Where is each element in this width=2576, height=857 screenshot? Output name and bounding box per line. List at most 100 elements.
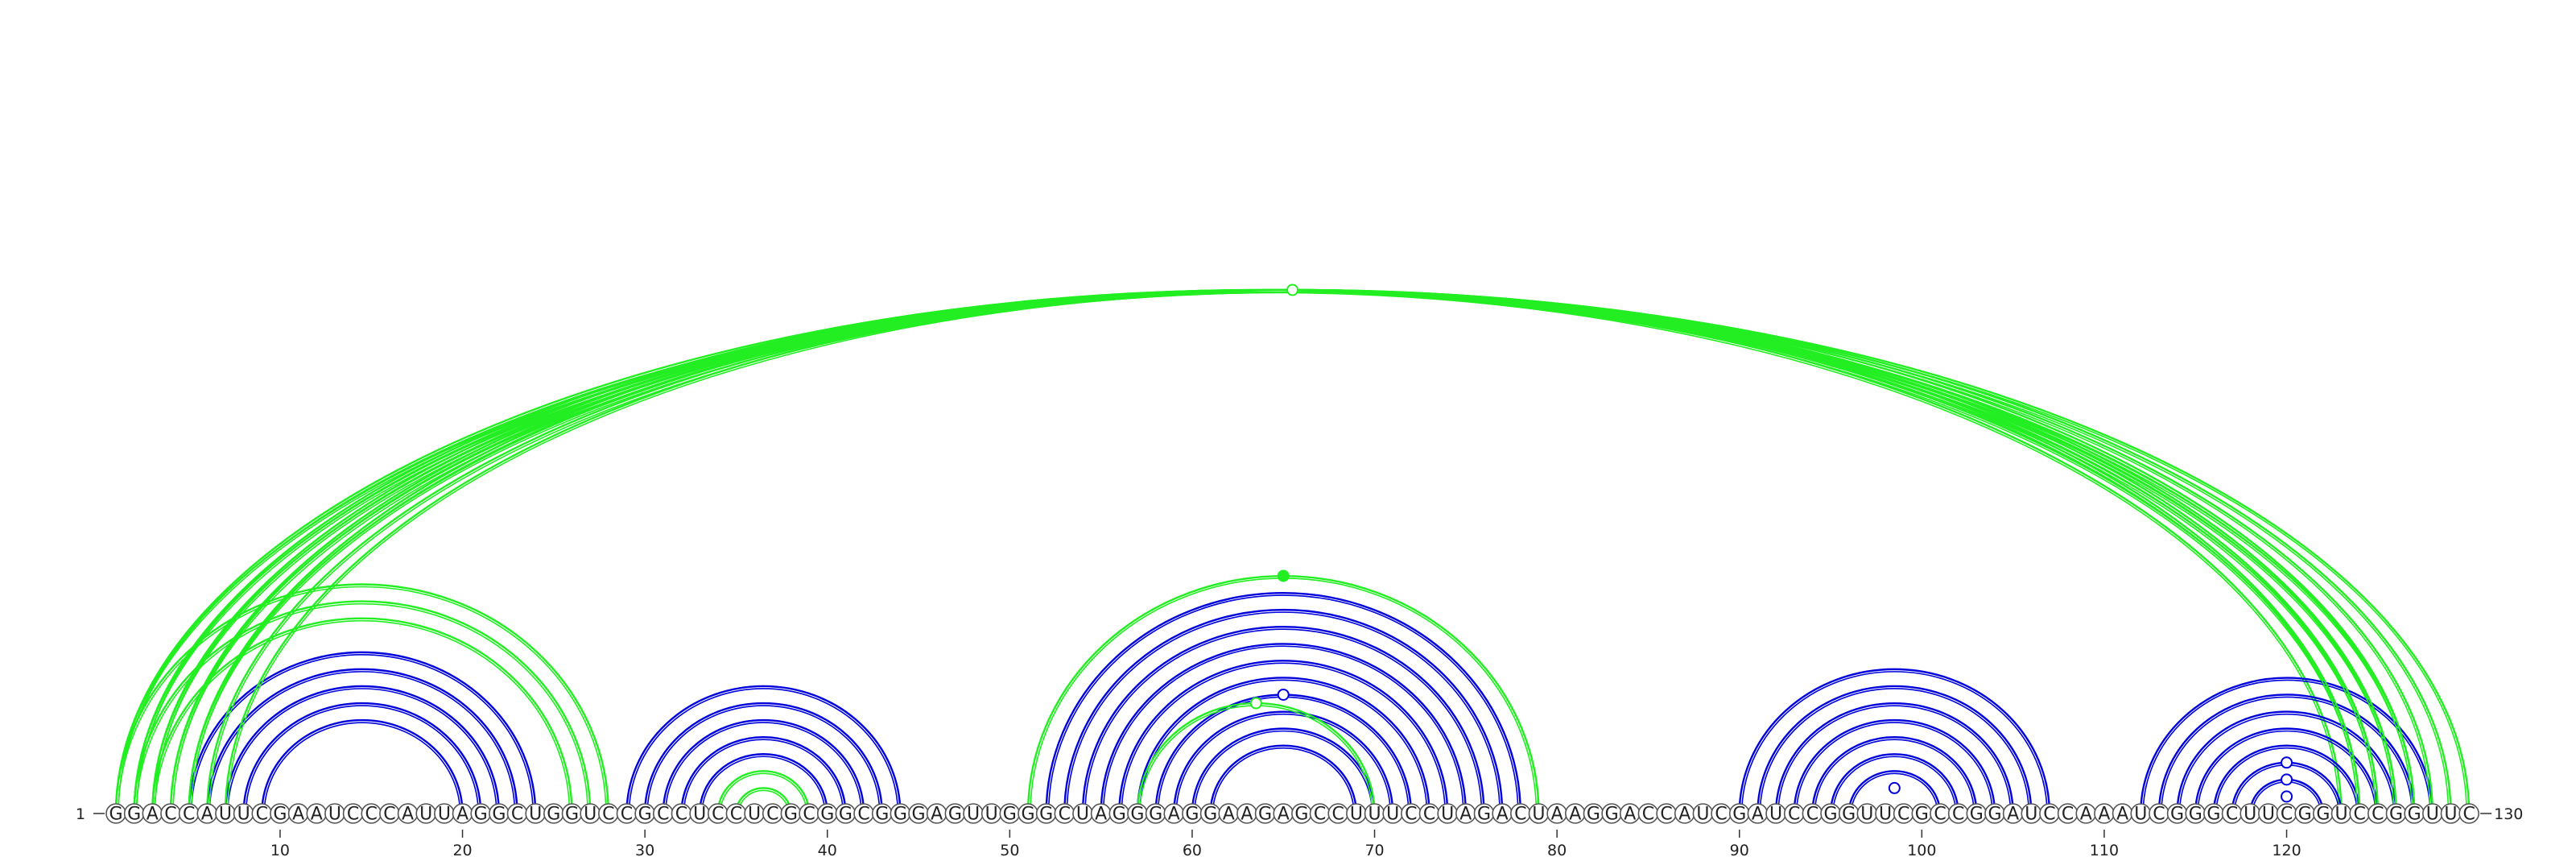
- arc-2-129-inner: [135, 292, 2450, 814]
- tick-label-10: 10: [270, 842, 290, 857]
- arc-2-126: [133, 288, 2397, 814]
- nucleotide-87: A: [1678, 805, 1690, 825]
- nucleotide-106: U: [2025, 805, 2037, 825]
- tick-label-50: 50: [1000, 842, 1019, 857]
- nucleotide-113: C: [2153, 805, 2165, 825]
- arc-56-74: [1118, 660, 1449, 814]
- arc-112-128: [2140, 677, 2434, 814]
- nucleotide-22: G: [492, 805, 506, 825]
- arc-54-76-inner: [1084, 628, 1483, 814]
- arc-4-127: [169, 288, 2416, 814]
- arc-54-76: [1081, 625, 1485, 814]
- arc-55-75: [1100, 643, 1468, 814]
- nucleotide-104: G: [1988, 805, 2001, 825]
- arc-marker-117-123: [2281, 756, 2293, 769]
- nucleotide-79: U: [1532, 805, 1545, 825]
- nucleotide-85: C: [1642, 805, 1654, 825]
- nucleotide-91: A: [1752, 805, 1764, 825]
- nucleotide-90: G: [1732, 805, 1746, 825]
- nucleotide-7: U: [219, 805, 232, 825]
- nucleotide-46: A: [931, 805, 943, 825]
- arc-3-125: [151, 288, 2380, 814]
- end-label: 130: [2494, 805, 2523, 823]
- nucleotide-88: U: [1696, 805, 1709, 825]
- nucleotide-97: U: [1860, 805, 1873, 825]
- arc-59-71-inner: [1175, 713, 1391, 814]
- nucleotide-37: C: [766, 805, 778, 825]
- arc-3-128-inner: [154, 292, 2431, 814]
- nucleotide-102: C: [1952, 805, 1964, 825]
- nucleotide-6: A: [201, 805, 213, 825]
- nucleotide-38: G: [784, 805, 798, 825]
- nucleotide-60: G: [1185, 805, 1199, 825]
- arc-1-28: [114, 583, 610, 814]
- nucleotide-62: A: [1223, 805, 1235, 825]
- nucleotide-44: G: [894, 805, 907, 825]
- arc-31-42: [662, 718, 865, 814]
- arc-5-24-inner: [190, 654, 534, 814]
- nucleotide-31: C: [657, 805, 669, 825]
- arc-2-27-inner: [135, 602, 588, 814]
- nucleotide-32: C: [675, 805, 687, 825]
- arc-116-124-inner: [2215, 747, 2358, 814]
- arc-6-23-inner: [208, 671, 516, 814]
- arc-52-78-inner: [1047, 594, 1519, 814]
- arc-7-124: [224, 288, 2361, 814]
- nucleotide-111: A: [2116, 805, 2128, 825]
- nucleotide-66: G: [1294, 805, 1308, 825]
- nucleotide-8: U: [237, 805, 250, 825]
- arc-92-105: [1774, 702, 2014, 814]
- arc-33-40-inner: [701, 756, 826, 814]
- nucleotide-108: C: [2062, 805, 2074, 825]
- nucleotide-98: U: [1879, 805, 1892, 825]
- nucleotide-43: G: [875, 805, 889, 825]
- nucleotide-96: G: [1842, 805, 1856, 825]
- arc-116-124: [2212, 744, 2361, 814]
- nucleotide-57: G: [1130, 805, 1144, 825]
- arc-115-125-inner: [2197, 730, 2376, 814]
- arc-53-77: [1063, 608, 1504, 814]
- arc-114-126: [2176, 710, 2397, 814]
- arc-93-104-inner: [1795, 722, 1993, 814]
- arc-1-127: [114, 288, 2416, 814]
- arc-59-71: [1173, 710, 1394, 814]
- nucleotide-12: A: [311, 805, 323, 825]
- nucleotide-28: C: [602, 805, 614, 825]
- nucleotide-105: A: [2007, 805, 2019, 825]
- arc-90-107: [1738, 668, 2051, 814]
- nucleotide-128: U: [2426, 805, 2439, 825]
- arc-2-27: [133, 600, 592, 814]
- arc-9-20: [261, 718, 464, 814]
- arc-35-38: [735, 787, 792, 814]
- tick-label-120: 120: [2272, 842, 2301, 857]
- nucleotide-40: G: [820, 805, 834, 825]
- nucleotide-130-circle: [2458, 803, 2479, 824]
- nucleotide-17: A: [402, 805, 414, 825]
- nucleotide-47: G: [948, 805, 962, 825]
- arc-95-102: [1829, 753, 1959, 814]
- arc-52-78: [1045, 591, 1522, 814]
- arc-91-106: [1757, 685, 2033, 814]
- arc-layer: [114, 288, 2471, 814]
- nucleotide-69: U: [1350, 805, 1363, 825]
- tick-label-30: 30: [635, 842, 654, 857]
- nucleotide-112: U: [2134, 805, 2147, 825]
- arc-112-128-inner: [2142, 679, 2431, 814]
- arc-3-125-inner: [154, 292, 2376, 814]
- nucleotide-109: A: [2080, 805, 2092, 825]
- nucleotide-81: A: [1569, 805, 1581, 825]
- nucleotide-71: U: [1386, 805, 1399, 825]
- nucleotide-5: C: [183, 805, 195, 825]
- nucleotide-101: C: [1934, 805, 1946, 825]
- arc-56-74-inner: [1121, 662, 1446, 814]
- nucleotide-76: G: [1477, 805, 1491, 825]
- arc-5-126-inner: [190, 292, 2395, 814]
- arc-93-104: [1793, 718, 1996, 814]
- arc-95-102-inner: [1832, 756, 1957, 814]
- tick-label-20: 20: [452, 842, 472, 857]
- arc-3-26-inner: [154, 619, 571, 814]
- arc-34-39-inner: [719, 772, 807, 814]
- nucleotide-49: U: [985, 805, 998, 825]
- arc-61-69-inner: [1212, 747, 1355, 814]
